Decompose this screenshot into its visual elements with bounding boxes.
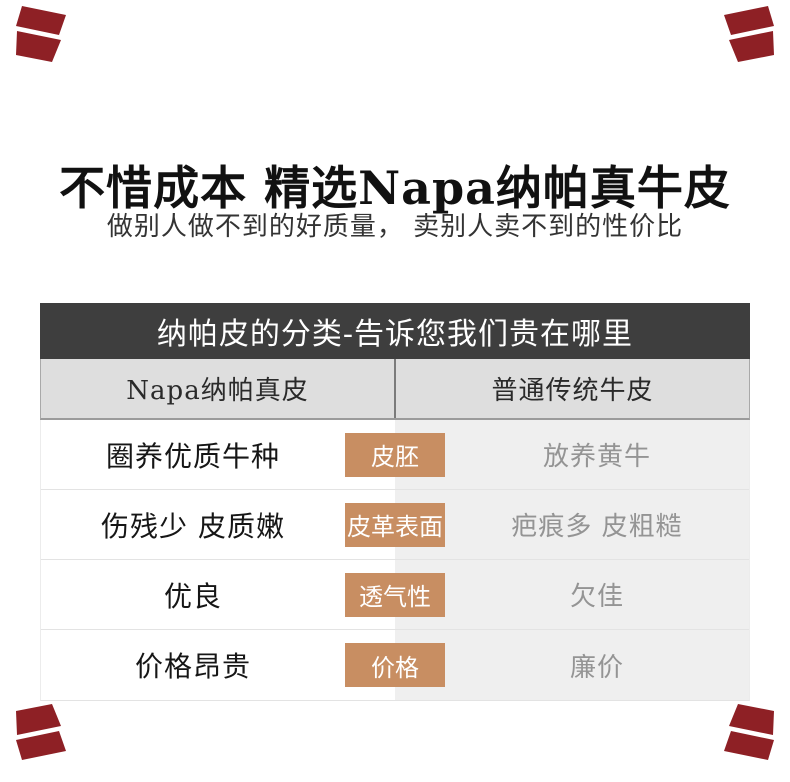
ordinary-value: 欠佳 [569, 582, 624, 612]
attribute-badge: 透气性 [345, 572, 445, 617]
corner-ornament-icon [724, 704, 774, 760]
corner-ornament-icon [16, 704, 66, 760]
ordinary-value: 廉价 [569, 652, 624, 683]
column-header-ordinary: 普通传统牛皮 [491, 376, 654, 406]
page-title: 不惜成本 精选Napa纳帕真牛皮 [59, 160, 731, 215]
attribute-badge: 皮革表面 [345, 502, 445, 547]
napa-value: 优良 [163, 579, 222, 613]
napa-value: 伤残少 皮质嫩 [101, 509, 285, 543]
page-subtitle: 做别人做不到的好质量， 卖别人卖不到的性价比 [106, 212, 684, 242]
attribute-badge: 价格 [345, 643, 445, 687]
comparison-table: 纳帕皮的分类-告诉您我们贵在哪里 Napa纳帕真皮 普通传统牛皮 圈养优质牛种 … [40, 303, 750, 701]
ordinary-value: 放养黄牛 [542, 442, 651, 472]
ordinary-value: 疤痕多 皮粗糙 [511, 512, 683, 542]
napa-value: 价格昂贵 [134, 650, 251, 683]
table-row: 优良 透气性 欠佳 [41, 560, 749, 630]
column-header-napa: Napa纳帕真皮 [41, 359, 396, 418]
comparison-table-title: 纳帕皮的分类-告诉您我们贵在哪里 [40, 303, 750, 359]
table-row: 伤残少 皮质嫩 皮革表面 疤痕多 皮粗糙 [41, 490, 749, 560]
corner-ornament-icon [16, 6, 66, 62]
comparison-rows: 圈养优质牛种 皮胚 放养黄牛 伤残少 皮质嫩 皮革表面 疤痕多 皮粗糙 优良 透… [40, 420, 750, 701]
attribute-badge: 皮胚 [345, 432, 445, 477]
corner-ornament-icon [724, 6, 774, 62]
table-row: 圈养优质牛种 皮胚 放养黄牛 [41, 420, 749, 490]
napa-value: 圈养优质牛种 [105, 439, 280, 473]
table-row: 价格昂贵 价格 廉价 [41, 630, 749, 700]
comparison-column-headers: Napa纳帕真皮 普通传统牛皮 [40, 359, 750, 420]
